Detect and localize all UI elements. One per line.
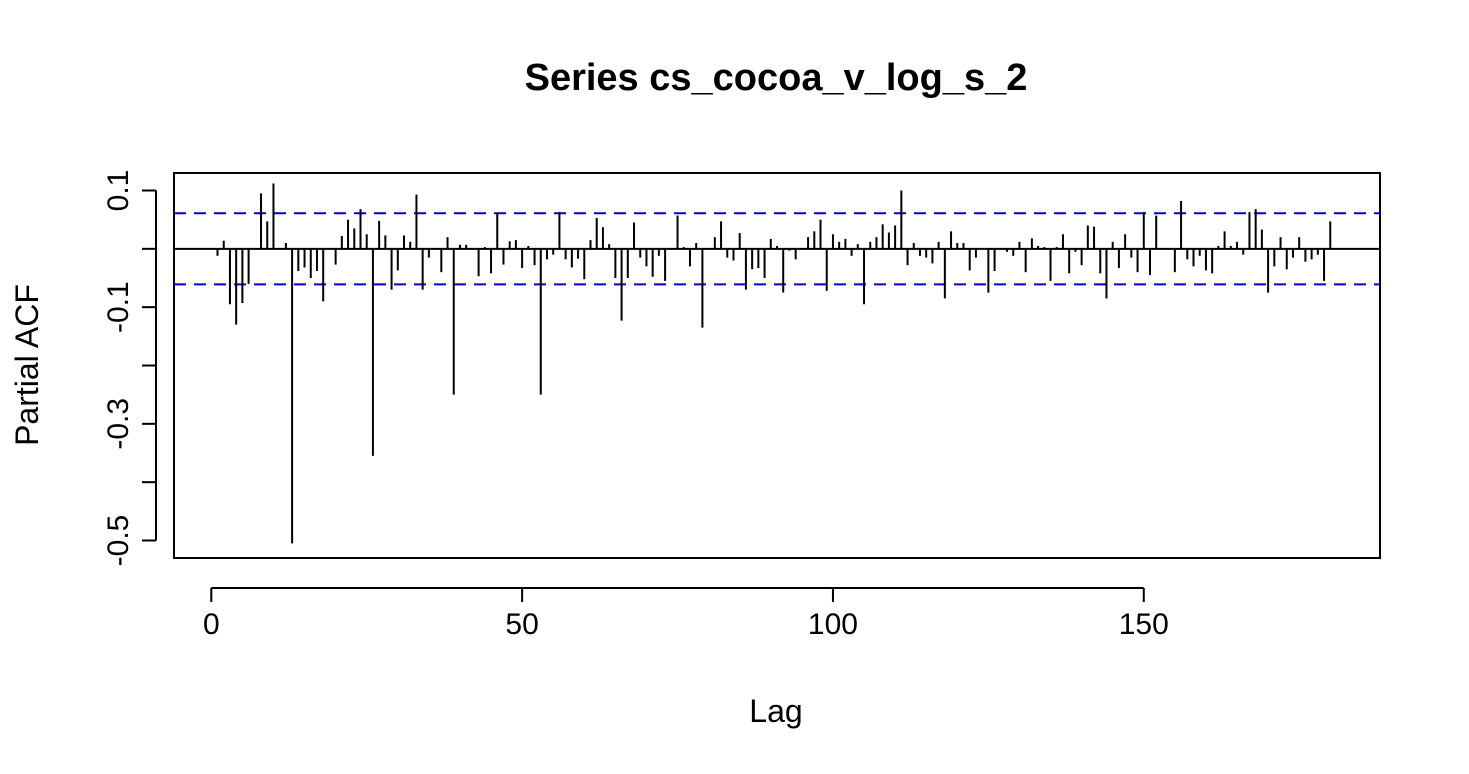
x-tick-label-50: 50 xyxy=(505,608,538,641)
y-tick-label-0_1: 0.1 xyxy=(102,170,135,212)
plot-frame xyxy=(173,172,1381,559)
pacf-bars xyxy=(216,183,1332,544)
y-tick-label--0_5: -0.5 xyxy=(102,515,135,567)
x-axis-label: Lag xyxy=(749,693,802,729)
x-tick-label-100: 100 xyxy=(808,608,858,641)
x-tick-label-150: 150 xyxy=(1119,608,1169,641)
y-tick-label--0_3: -0.3 xyxy=(102,398,135,450)
confidence-bounds xyxy=(174,212,1380,286)
y-axis: 0.1 -0.1 -0.3 -0.5 xyxy=(102,170,157,567)
x-tick-label-0: 0 xyxy=(203,608,220,641)
y-tick-label--0_1: -0.1 xyxy=(102,281,135,333)
x-axis: 0 50 100 150 xyxy=(203,587,1169,641)
chart-title: Series cs_cocoa_v_log_s_2 xyxy=(525,57,1028,99)
y-axis-label: Partial ACF xyxy=(9,284,45,446)
